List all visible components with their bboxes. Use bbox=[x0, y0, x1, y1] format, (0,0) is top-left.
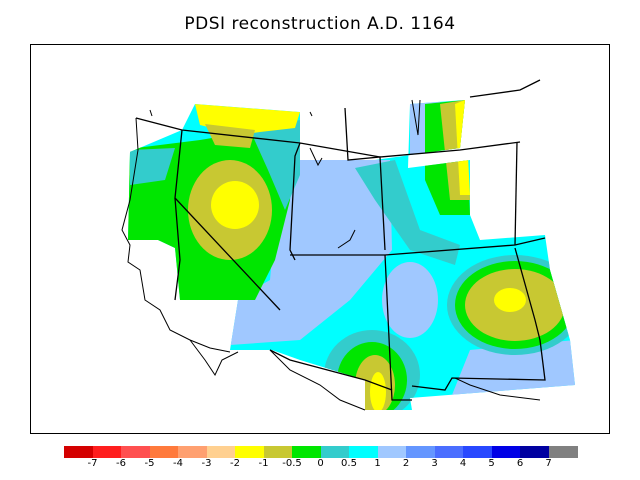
colorbar-swatch bbox=[434, 446, 464, 458]
border-mexico-az bbox=[269, 349, 393, 391]
colorbar-tick-label: 5 bbox=[488, 458, 495, 469]
lake-outline-great-salt bbox=[337, 229, 356, 249]
colorbar-tick-label: 7 bbox=[545, 458, 552, 469]
page-title: PDSI reconstruction A.D. 1164 bbox=[184, 14, 456, 34]
field-near-normal-coast bbox=[130, 148, 175, 185]
field-dry-mild-sw bbox=[370, 372, 386, 410]
island-1 bbox=[149, 109, 153, 117]
colorbar-swatch bbox=[178, 446, 207, 458]
colorbar-swatch bbox=[377, 446, 407, 458]
lake-outline-north bbox=[411, 99, 421, 136]
colorbar-swatch bbox=[406, 446, 435, 458]
field-wet-nm bbox=[382, 262, 438, 338]
field-dry-mild-nevada-core bbox=[211, 181, 259, 229]
coastline bbox=[121, 99, 541, 411]
colorbar-swatch bbox=[548, 446, 578, 458]
field-dry-moderate-north bbox=[205, 124, 255, 148]
colorbar-swatch bbox=[206, 446, 236, 458]
colorbar-tick-label: -7 bbox=[87, 458, 98, 469]
colorbar bbox=[64, 446, 578, 458]
colorbar-swatch bbox=[92, 446, 122, 458]
field-wet-central bbox=[230, 160, 392, 345]
field-wet-southeast bbox=[450, 340, 575, 400]
field-dry-mild-se bbox=[494, 288, 526, 312]
coastline-gulf-mexico bbox=[454, 377, 541, 401]
colorbar-tick-label: -0.5 bbox=[282, 458, 302, 469]
colorbar-tick-label: 2 bbox=[402, 458, 410, 469]
colorbar-swatch bbox=[121, 446, 150, 458]
border-northern-tier bbox=[135, 117, 521, 158]
border-texas bbox=[411, 247, 546, 391]
border-canada bbox=[469, 79, 541, 98]
coastline-baja bbox=[189, 339, 239, 377]
colorbar-tick-label: 0 bbox=[317, 458, 324, 469]
lake-outline-yellowstone bbox=[309, 147, 323, 167]
colorbar-tick-label: -6 bbox=[116, 458, 126, 469]
pdsi-field bbox=[128, 100, 575, 410]
colorbar-swatch bbox=[64, 446, 93, 458]
colorbar-swatch bbox=[320, 446, 350, 458]
state-boundaries bbox=[135, 79, 546, 401]
colorbar-tick-label: 6 bbox=[516, 458, 524, 469]
colorbar-tick-label: 0.5 bbox=[341, 458, 357, 469]
colorbar-swatch bbox=[520, 446, 549, 458]
colorbar-tick-label: 1 bbox=[374, 458, 381, 469]
colorbar-labels: -7 -6 -5 -4 -3 -2 -1 -0.5 0 0.5 1 2 3 4 5 6 7 bbox=[0, 458, 640, 474]
colorbar-tick-label: -2 bbox=[230, 458, 240, 469]
colorbar-swatch bbox=[349, 446, 378, 458]
colorbar-tick-label: -3 bbox=[201, 458, 212, 469]
border-four-corners-east bbox=[290, 237, 546, 256]
colorbar-swatch bbox=[292, 446, 321, 458]
coastline-gulf-california bbox=[269, 349, 366, 411]
border-wyoming bbox=[344, 107, 386, 251]
colorbar-tick-label: 3 bbox=[431, 458, 438, 469]
colorbar-tick-label: 4 bbox=[459, 458, 467, 469]
colorbar-swatch bbox=[149, 446, 179, 458]
colorbar-tick-label: -4 bbox=[173, 458, 183, 469]
colorbar-swatch bbox=[263, 446, 293, 458]
colorbar-swatch bbox=[235, 446, 264, 458]
colorbar-swatch bbox=[491, 446, 521, 458]
colorbar-tick-label: -5 bbox=[144, 458, 155, 469]
colorbar-tick-label: -1 bbox=[258, 458, 269, 469]
border-nm-west bbox=[384, 254, 412, 401]
field-near-normal-ne-oregon bbox=[250, 120, 300, 210]
colorbar-swatch bbox=[463, 446, 492, 458]
border-dakotas bbox=[514, 141, 518, 246]
border-california-inner bbox=[174, 197, 181, 301]
island-2 bbox=[309, 111, 313, 117]
